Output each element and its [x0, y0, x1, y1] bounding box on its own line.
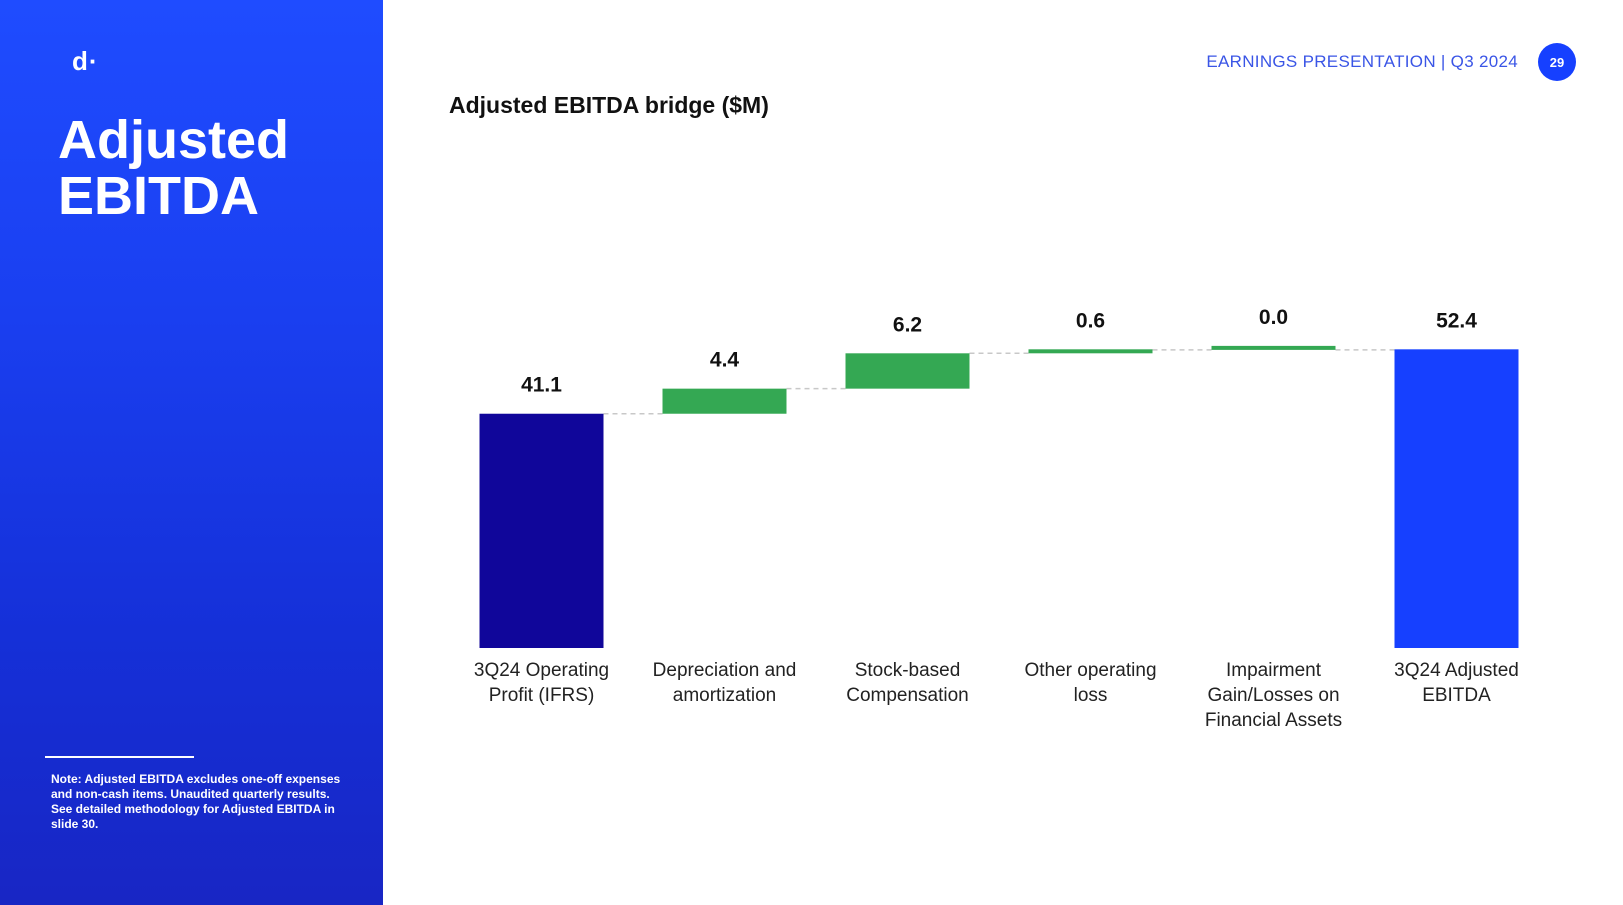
sidebar: d· Adjusted EBITDA Note: Adjusted EBITDA… — [0, 0, 383, 905]
bar-6 — [1394, 349, 1519, 648]
note-divider — [45, 756, 194, 758]
data-label-2: 4.4 — [710, 349, 740, 372]
category-label-2-line-1: Depreciation and — [653, 660, 797, 681]
category-label-5-line-1: Impairment — [1226, 660, 1322, 681]
bar-3 — [845, 353, 970, 389]
category-label-2-line-2: amortization — [673, 685, 777, 706]
footnote: Note: Adjusted EBITDA excludes one-off e… — [51, 772, 341, 831]
category-label-6-line-2: EBITDA — [1422, 685, 1491, 706]
page-number-badge: 29 — [1538, 43, 1576, 81]
presentation-header: EARNINGS PRESENTATION | Q3 2024 — [1206, 52, 1518, 71]
data-label-6: 52.4 — [1436, 309, 1477, 332]
chart-title: Adjusted EBITDA bridge ($M) — [449, 92, 769, 118]
category-label-1-line-1: 3Q24 Operating — [474, 660, 609, 681]
data-label-3: 6.2 — [893, 313, 922, 336]
category-label-3-line-2: Compensation — [846, 685, 969, 706]
data-label-4: 0.6 — [1076, 309, 1105, 332]
category-label-1-line-2: Profit (IFRS) — [489, 685, 595, 706]
waterfall-chart: 41.1 3Q24 Operating Profit (IFRS) 4.4 Deprec… — [474, 306, 1519, 731]
bar-5 — [1211, 345, 1336, 350]
bar-1 — [479, 413, 604, 648]
category-label-5-line-3: Financial Assets — [1205, 710, 1342, 731]
category-label-5-line-2: Gain/Losses on — [1207, 685, 1339, 706]
data-label-1: 41.1 — [521, 374, 562, 397]
section-title-line2: EBITDA — [58, 166, 259, 226]
company-logo: d· — [72, 46, 99, 76]
category-label-6-line-1: 3Q24 Adjusted — [1394, 660, 1519, 681]
section-title-line1: Adjusted — [58, 110, 290, 170]
bar-4 — [1028, 349, 1153, 354]
category-label-4-line-2: loss — [1074, 685, 1108, 706]
bar-2 — [662, 388, 787, 414]
category-label-3-line-1: Stock-based — [855, 660, 961, 681]
section-title: Adjusted EBITDA — [58, 112, 289, 224]
data-label-5: 0.0 — [1259, 306, 1288, 329]
category-label-4-line-1: Other operating — [1024, 660, 1156, 681]
